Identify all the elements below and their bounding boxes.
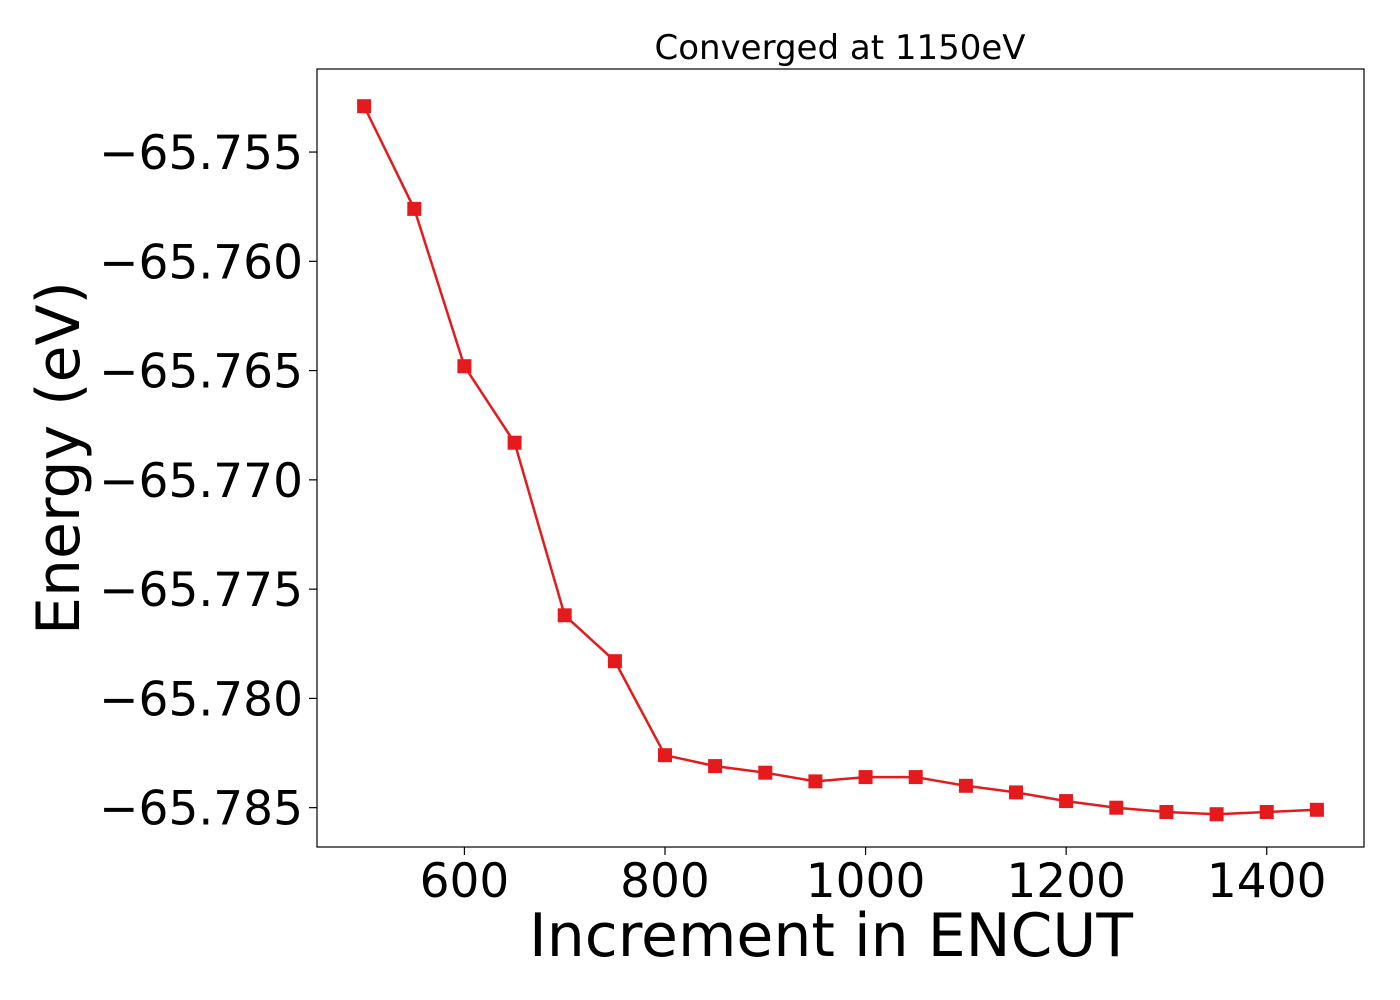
data-point-marker (1159, 805, 1174, 819)
data-point-marker (1259, 805, 1274, 819)
series-line (362, 105, 1317, 816)
data-point-marker (958, 778, 973, 793)
data-point-marker (808, 774, 823, 789)
data-point-marker (1109, 800, 1124, 815)
y-tick-label: −65.780 (99, 672, 303, 727)
data-point-marker (758, 765, 773, 780)
x-tick-label: 1400 (1207, 854, 1327, 909)
data-point-marker (457, 359, 472, 374)
chart-title: Converged at 1150eV (654, 28, 1025, 68)
data-point-marker (357, 99, 372, 114)
x-tick-label: 1200 (1006, 854, 1126, 909)
y-tick-label: −65.765 (99, 345, 303, 400)
data-point-marker (1059, 794, 1074, 809)
data-point-marker (1009, 785, 1023, 800)
data-point-marker (407, 201, 422, 216)
y-tick-label: −65.770 (99, 454, 303, 509)
data-point-marker (708, 759, 723, 774)
data-point-marker (1209, 807, 1224, 822)
data-point-marker (507, 435, 522, 450)
data-point-marker (658, 748, 672, 763)
series-markers (357, 99, 1324, 822)
data-point-marker (908, 770, 923, 785)
data-point-marker (557, 608, 572, 623)
x-tick-label: 800 (620, 854, 710, 909)
data-point-marker (607, 654, 622, 669)
data-point-marker (858, 770, 873, 785)
x-tick-label: 1000 (806, 854, 926, 909)
y-tick-label: −65.785 (99, 782, 303, 837)
x-axis-label: Increment in ENCUT (529, 901, 1133, 971)
plot-frame (316, 68, 1365, 848)
x-tick-label: 600 (420, 854, 510, 909)
y-tick-label: −65.755 (99, 126, 303, 181)
data-point-marker (1309, 802, 1324, 817)
y-tick-label: −65.760 (99, 235, 303, 290)
x-axis-ticks: 600 800 1000 1200 1400 (420, 847, 1327, 909)
y-tick-label: −65.775 (99, 563, 303, 618)
y-axis-ticks: −65.755 −65.760 −65.765 −65.770 −65.775 −65.7… (99, 126, 317, 837)
y-axis-label: Energy (eV) (24, 281, 94, 635)
